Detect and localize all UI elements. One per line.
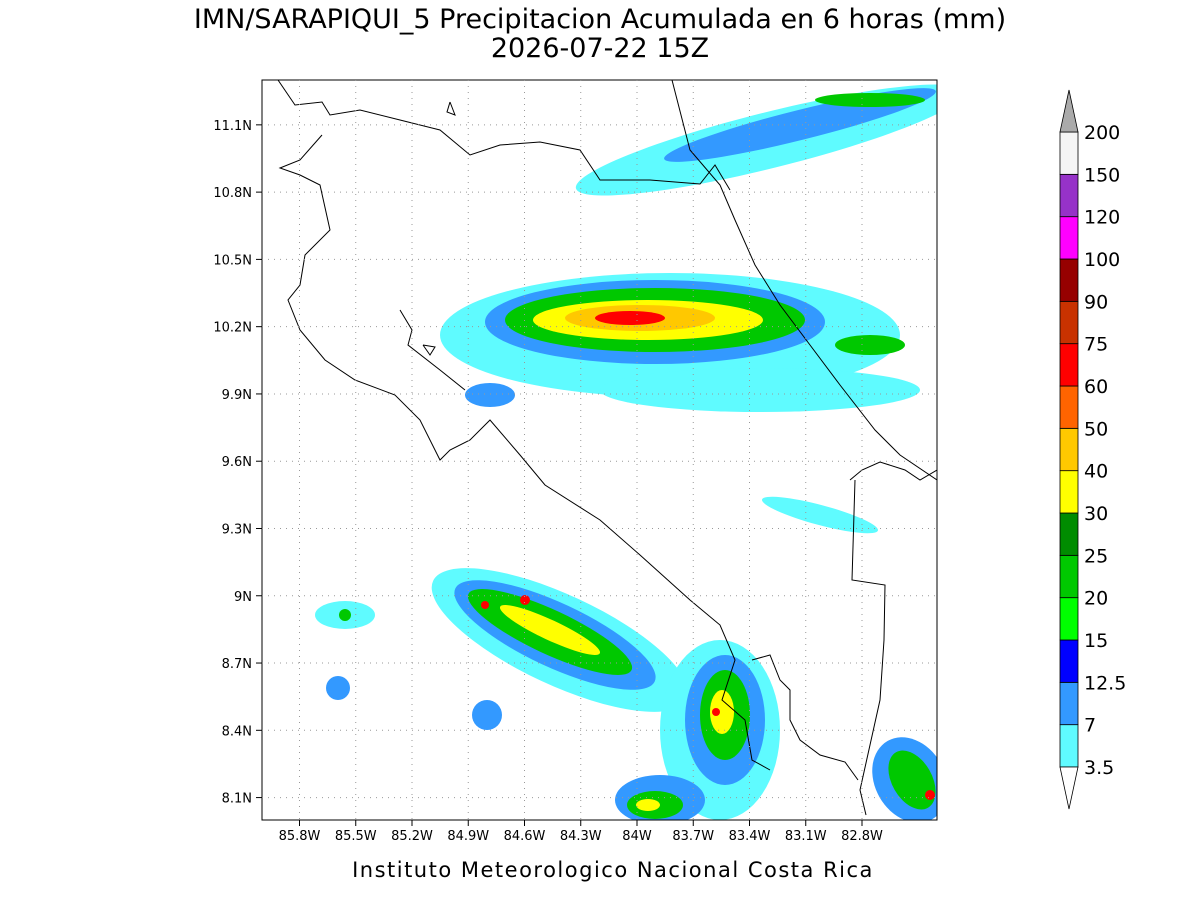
x-tick-label: 83.7W (672, 829, 714, 844)
colorbar-box (1059, 681, 1079, 726)
colorbar-label: 40 (1084, 461, 1108, 483)
colorbar-box (1059, 512, 1079, 556)
x-tick-label: 84.9W (447, 829, 489, 844)
colorbar-label: 15 (1084, 630, 1108, 652)
colorbar-label: 12.5 (1084, 672, 1126, 694)
credit: Instituto Meteorologico Nacional Costa R… (352, 858, 874, 882)
colorbar-label: 50 (1084, 418, 1108, 440)
colorbar-box (1059, 216, 1079, 260)
y-tick-label: 9N (234, 590, 252, 605)
colorbar-over (1059, 89, 1079, 133)
y-tick-label: 8.4N (222, 724, 252, 739)
colorbar-label: 30 (1084, 503, 1108, 525)
x-tick-label: 82.8W (841, 829, 883, 844)
title: IMN/SARAPIQUI_5 Precipitacion Acumulada … (194, 4, 1006, 35)
colorbar-box (1059, 470, 1079, 514)
x-tick-label: 84.6W (504, 829, 546, 844)
x-tick-label: 85.2W (391, 829, 433, 844)
y-tick-label: 9.6N (222, 455, 252, 470)
map-frame (261, 79, 938, 821)
colorbar-under (1059, 766, 1079, 810)
colorbar-box (1059, 131, 1079, 175)
colorbar-label: 3.5 (1084, 757, 1114, 779)
colorbar-label: 60 (1084, 376, 1108, 398)
colorbar-box (1059, 639, 1079, 683)
colorbar-box (1059, 385, 1079, 429)
precip-field (315, 84, 937, 820)
colorbar-label: 90 (1084, 291, 1108, 313)
colorbar-box (1059, 343, 1079, 387)
colorbar-label: 150 (1084, 164, 1120, 186)
y-tick-label: 9.9N (222, 388, 252, 403)
colorbar-box (1059, 597, 1079, 641)
colorbar-box (1059, 258, 1079, 302)
y-tick-label: 10.2N (213, 321, 252, 336)
x-tick-label: 84.3W (560, 829, 602, 844)
colorbar-label: 120 (1084, 207, 1120, 229)
x-tick-label: 84W (622, 829, 652, 844)
y-tick-label: 8.7N (222, 657, 252, 672)
colorbar-box (1059, 724, 1079, 768)
subtitle: 2026-07-22 15Z (491, 33, 709, 64)
y-tick-label: 10.5N (213, 253, 252, 268)
colorbar-box (1059, 554, 1079, 599)
x-tick-label: 83.1W (785, 829, 827, 844)
coastlines (277, 80, 937, 816)
colorbar: 3.5 7 12.5 15 20 25 30 40 50 60 75 90 100 120 150 200 (1059, 89, 1126, 810)
colorbar-box (1059, 427, 1079, 472)
colorbar-label: 200 (1084, 122, 1120, 144)
colorbar-label: 20 (1084, 588, 1108, 610)
colorbar-box (1059, 300, 1079, 345)
colorbar-label: 75 (1084, 334, 1108, 356)
y-tick-label: 8.1N (222, 792, 252, 807)
colorbar-label: 25 (1084, 545, 1108, 567)
axes: 85.8W 85.5W 85.2W 84.9W 84.6W 84.3W 84W 83.7W 83… (213, 80, 937, 844)
x-tick-label: 85.8W (279, 829, 321, 844)
x-tick-label: 85.5W (335, 829, 377, 844)
y-tick-label: 11.1N (213, 119, 252, 134)
y-tick-label: 9.3N (222, 522, 252, 537)
x-tick-label: 83.4W (729, 829, 771, 844)
colorbar-label: 100 (1084, 249, 1120, 271)
colorbar-box (1059, 173, 1079, 218)
y-tick-label: 10.8N (213, 186, 252, 201)
colorbar-label: 7 (1084, 715, 1096, 737)
